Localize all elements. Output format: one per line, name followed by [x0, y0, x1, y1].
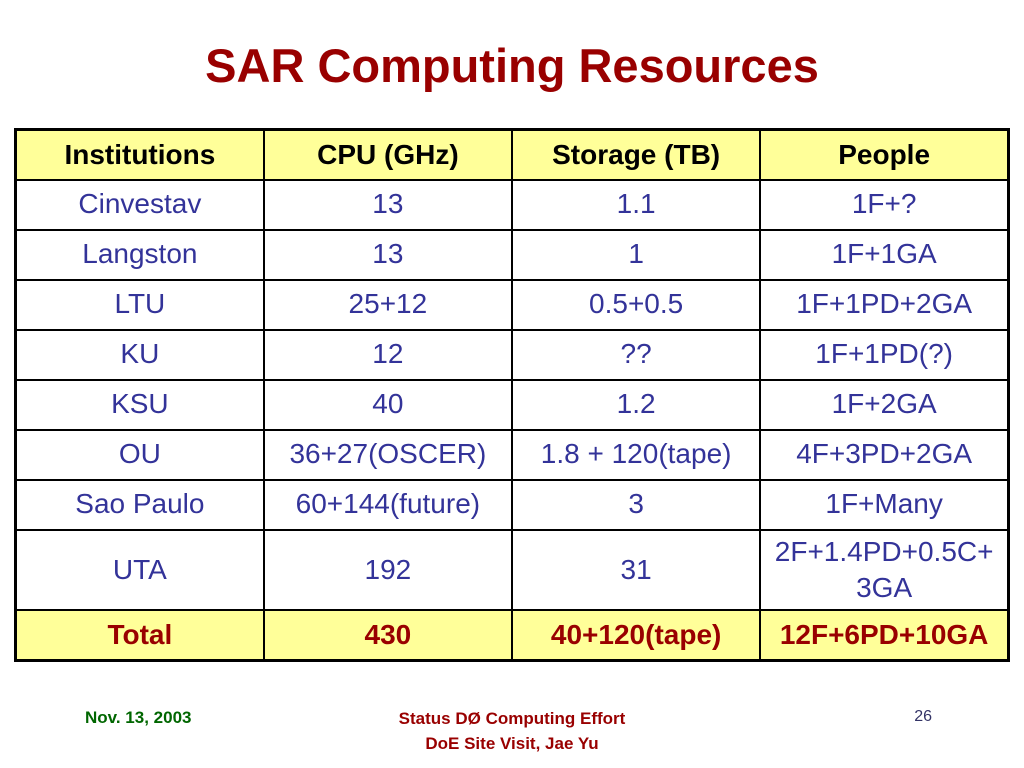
- total-people-cell: 12F+6PD+10GA: [759, 609, 1010, 662]
- cpu-cell: 12: [262, 328, 514, 381]
- storage-cell: ??: [510, 328, 762, 381]
- storage-cell: 1: [510, 228, 762, 281]
- total-label-cell: Total: [14, 609, 265, 662]
- total-storage-cell: 40+120(tape): [510, 609, 762, 662]
- institution-cell: KSU: [14, 378, 265, 431]
- institution-cell: OU: [14, 428, 265, 481]
- table-row: UTA 192 31 2F+1.4PD+0.5C+3GA: [14, 528, 1010, 612]
- table-row: OU 36+27(OSCER) 1.8 + 120(tape) 4F+3PD+2…: [14, 428, 1010, 481]
- storage-cell: 31: [510, 528, 762, 612]
- people-cell: 1F+Many: [759, 478, 1010, 531]
- cpu-cell: 13: [262, 228, 514, 281]
- table-row: Sao Paulo 60+144(future) 3 1F+Many: [14, 478, 1010, 531]
- institution-cell: UTA: [14, 528, 265, 612]
- storage-cell: 1.2: [510, 378, 762, 431]
- table-row: LTU 25+12 0.5+0.5 1F+1PD+2GA: [14, 278, 1010, 331]
- storage-cell: 0.5+0.5: [510, 278, 762, 331]
- people-cell: 1F+1PD(?): [759, 328, 1010, 381]
- institution-cell: Cinvestav: [14, 178, 265, 231]
- header-storage: Storage (TB): [510, 128, 762, 181]
- institution-cell: Langston: [14, 228, 265, 281]
- cpu-cell: 192: [262, 528, 514, 612]
- cpu-cell: 40: [262, 378, 514, 431]
- people-cell: 1F+1PD+2GA: [759, 278, 1010, 331]
- institution-cell: LTU: [14, 278, 265, 331]
- resources-table: Institutions CPU (GHz) Storage (TB) Peop…: [14, 128, 1010, 662]
- footer-date: Nov. 13, 2003: [85, 708, 192, 727]
- total-cpu-cell: 430: [262, 609, 514, 662]
- page-title: SAR Computing Resources: [205, 39, 819, 92]
- footer-center: Status DØ Computing Effort DoE Site Visi…: [0, 706, 1024, 756]
- footer-center-line1: Status DØ Computing Effort: [398, 709, 626, 728]
- table-header-row: Institutions CPU (GHz) Storage (TB) Peop…: [14, 128, 1010, 181]
- storage-cell: 1.8 + 120(tape): [510, 428, 762, 481]
- header-people: People: [759, 128, 1010, 181]
- cpu-cell: 60+144(future): [262, 478, 514, 531]
- table-row: KSU 40 1.2 1F+2GA: [14, 378, 1010, 431]
- people-cell: 1F+1GA: [759, 228, 1010, 281]
- table-row: Langston 13 1 1F+1GA: [14, 228, 1010, 281]
- institution-cell: Sao Paulo: [14, 478, 265, 531]
- people-cell: 2F+1.4PD+0.5C+3GA: [759, 528, 1010, 612]
- institution-cell: KU: [14, 328, 265, 381]
- header-institutions: Institutions: [14, 128, 265, 181]
- cpu-cell: 13: [262, 178, 514, 231]
- people-cell: 1F+2GA: [759, 378, 1010, 431]
- header-cpu: CPU (GHz): [262, 128, 514, 181]
- table-row: Cinvestav 13 1.1 1F+?: [14, 178, 1010, 231]
- table-total-row: Total 430 40+120(tape) 12F+6PD+10GA: [14, 609, 1010, 662]
- footer-center-line2: DoE Site Visit, Jae Yu: [425, 734, 599, 753]
- cpu-cell: 25+12: [262, 278, 514, 331]
- people-cell: 4F+3PD+2GA: [759, 428, 1010, 481]
- page-number: 26: [914, 708, 932, 725]
- table-row: KU 12 ?? 1F+1PD(?): [14, 328, 1010, 381]
- storage-cell: 1.1: [510, 178, 762, 231]
- people-cell: 1F+?: [759, 178, 1010, 231]
- storage-cell: 3: [510, 478, 762, 531]
- cpu-cell: 36+27(OSCER): [262, 428, 514, 481]
